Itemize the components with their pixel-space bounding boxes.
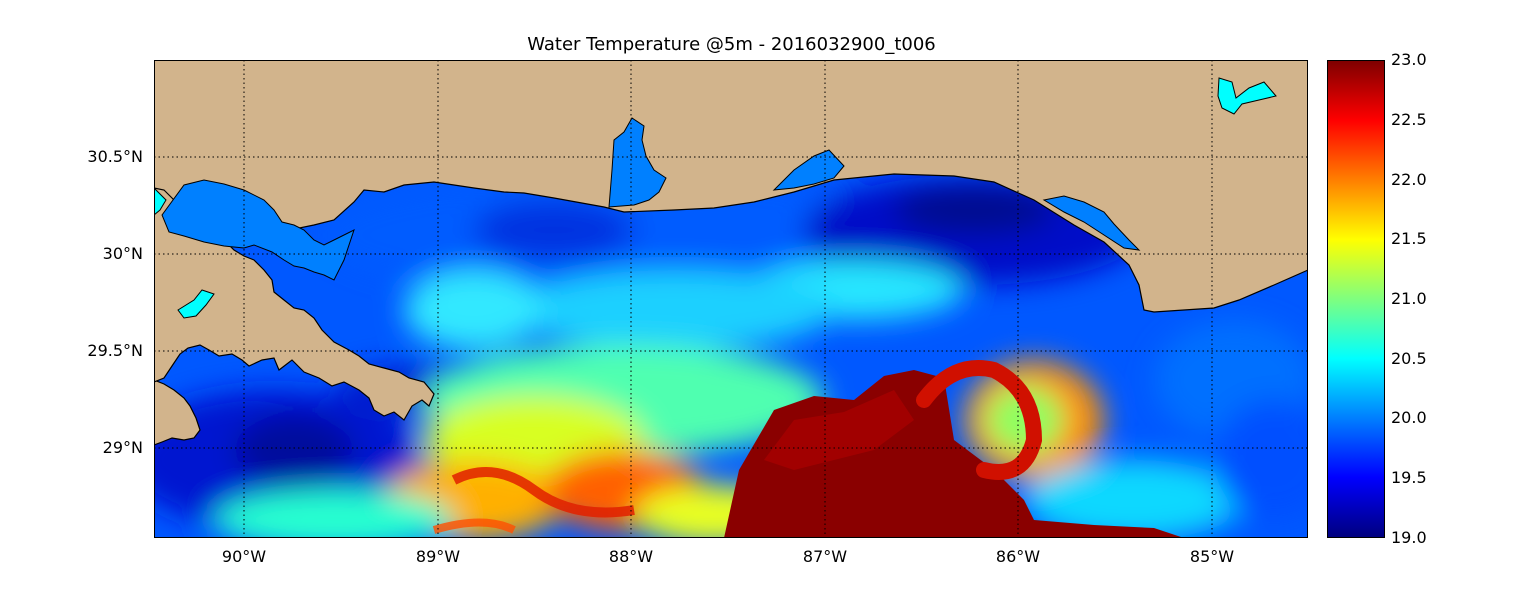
- colorbar-label: 21.0: [1391, 289, 1427, 308]
- colorbar-label: 22.5: [1391, 110, 1427, 129]
- inland-water: [161, 179, 355, 281]
- inland-water: [772, 149, 845, 191]
- lon-label: 86°W: [995, 547, 1041, 566]
- colorbar-label: 20.0: [1391, 408, 1427, 427]
- lon-label: 89°W: [415, 547, 461, 566]
- inland-water: [608, 117, 667, 208]
- colorbar-label: 19.5: [1391, 468, 1427, 487]
- lake: [1217, 77, 1277, 115]
- colorbar-label: 23.0: [1391, 50, 1427, 69]
- colorbar-label: 22.0: [1391, 170, 1427, 189]
- lon-label: 85°W: [1189, 547, 1235, 566]
- lat-label: 30.5°N: [87, 147, 143, 166]
- lon-label: 87°W: [802, 547, 848, 566]
- inland-water: [1042, 195, 1141, 251]
- colorbar-label: 21.5: [1391, 229, 1427, 248]
- lake: [177, 289, 215, 319]
- lat-label: 30°N: [102, 244, 143, 263]
- map-title: Water Temperature @5m - 2016032900_t006: [527, 34, 936, 55]
- colorbar: [1327, 60, 1385, 538]
- lon-label: 90°W: [221, 547, 267, 566]
- colorbar-label: 19.0: [1391, 528, 1427, 547]
- land-area: [154, 379, 201, 446]
- lat-label: 29°N: [102, 438, 143, 457]
- lon-label: 88°W: [608, 547, 654, 566]
- colorbar-label: 20.5: [1391, 349, 1427, 368]
- temperature-map: [154, 60, 1308, 538]
- graticule: [154, 60, 1308, 538]
- lat-label: 29.5°N: [87, 341, 143, 360]
- lake: [154, 187, 167, 216]
